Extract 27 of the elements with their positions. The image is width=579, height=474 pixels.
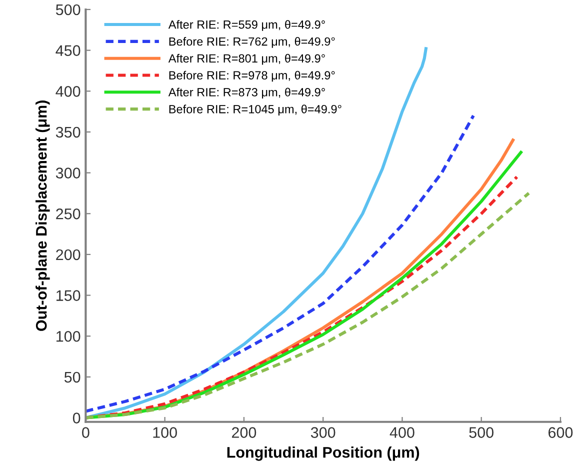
legend-label: After RIE: R=873 μm, θ=49.9° [168, 88, 325, 99]
y-tick-label: 300 [56, 168, 80, 178]
y-tick-label: 350 [56, 126, 80, 138]
x-axis-title: Longitudinal Position (μm) [227, 446, 420, 461]
y-tick-label: 150 [56, 290, 80, 301]
legend-label: Before RIE: R=978 μm, θ=49.9° [169, 70, 335, 82]
y-tick-label: 250 [56, 208, 80, 220]
y-tick-label: 500 [56, 4, 80, 16]
legend-label: Before RIE: R=762 μm, θ=49.9° [169, 37, 335, 48]
y-tick-label: 200 [56, 249, 80, 260]
x-tick-label: 200 [232, 427, 256, 438]
y-tick-label: 400 [56, 86, 80, 97]
x-tick-label: 500 [469, 427, 494, 438]
x-tick-label: 400 [390, 427, 414, 438]
legend-label: Before RIE: R=1045 μm, θ=49.9° [169, 104, 342, 116]
line-series [86, 114, 475, 413]
x-tick-label: 600 [548, 427, 573, 438]
y-tick-label: 50 [64, 372, 80, 383]
legend-label: After RIE: R=801 μm, θ=49.9° [168, 54, 325, 65]
y-tick-label: 100 [56, 330, 80, 342]
y-axis-title: Out-of-plane Displacement (μm) [36, 100, 50, 331]
x-tick-label: 100 [153, 427, 177, 438]
x-tick-label: 0 [82, 427, 90, 438]
x-tick-label: 300 [310, 427, 336, 438]
legend-label: After RIE: R=559 μm, θ=49.9° [168, 20, 325, 31]
y-tick-label: 450 [56, 45, 80, 56]
y-tick-label: 0 [72, 412, 80, 424]
